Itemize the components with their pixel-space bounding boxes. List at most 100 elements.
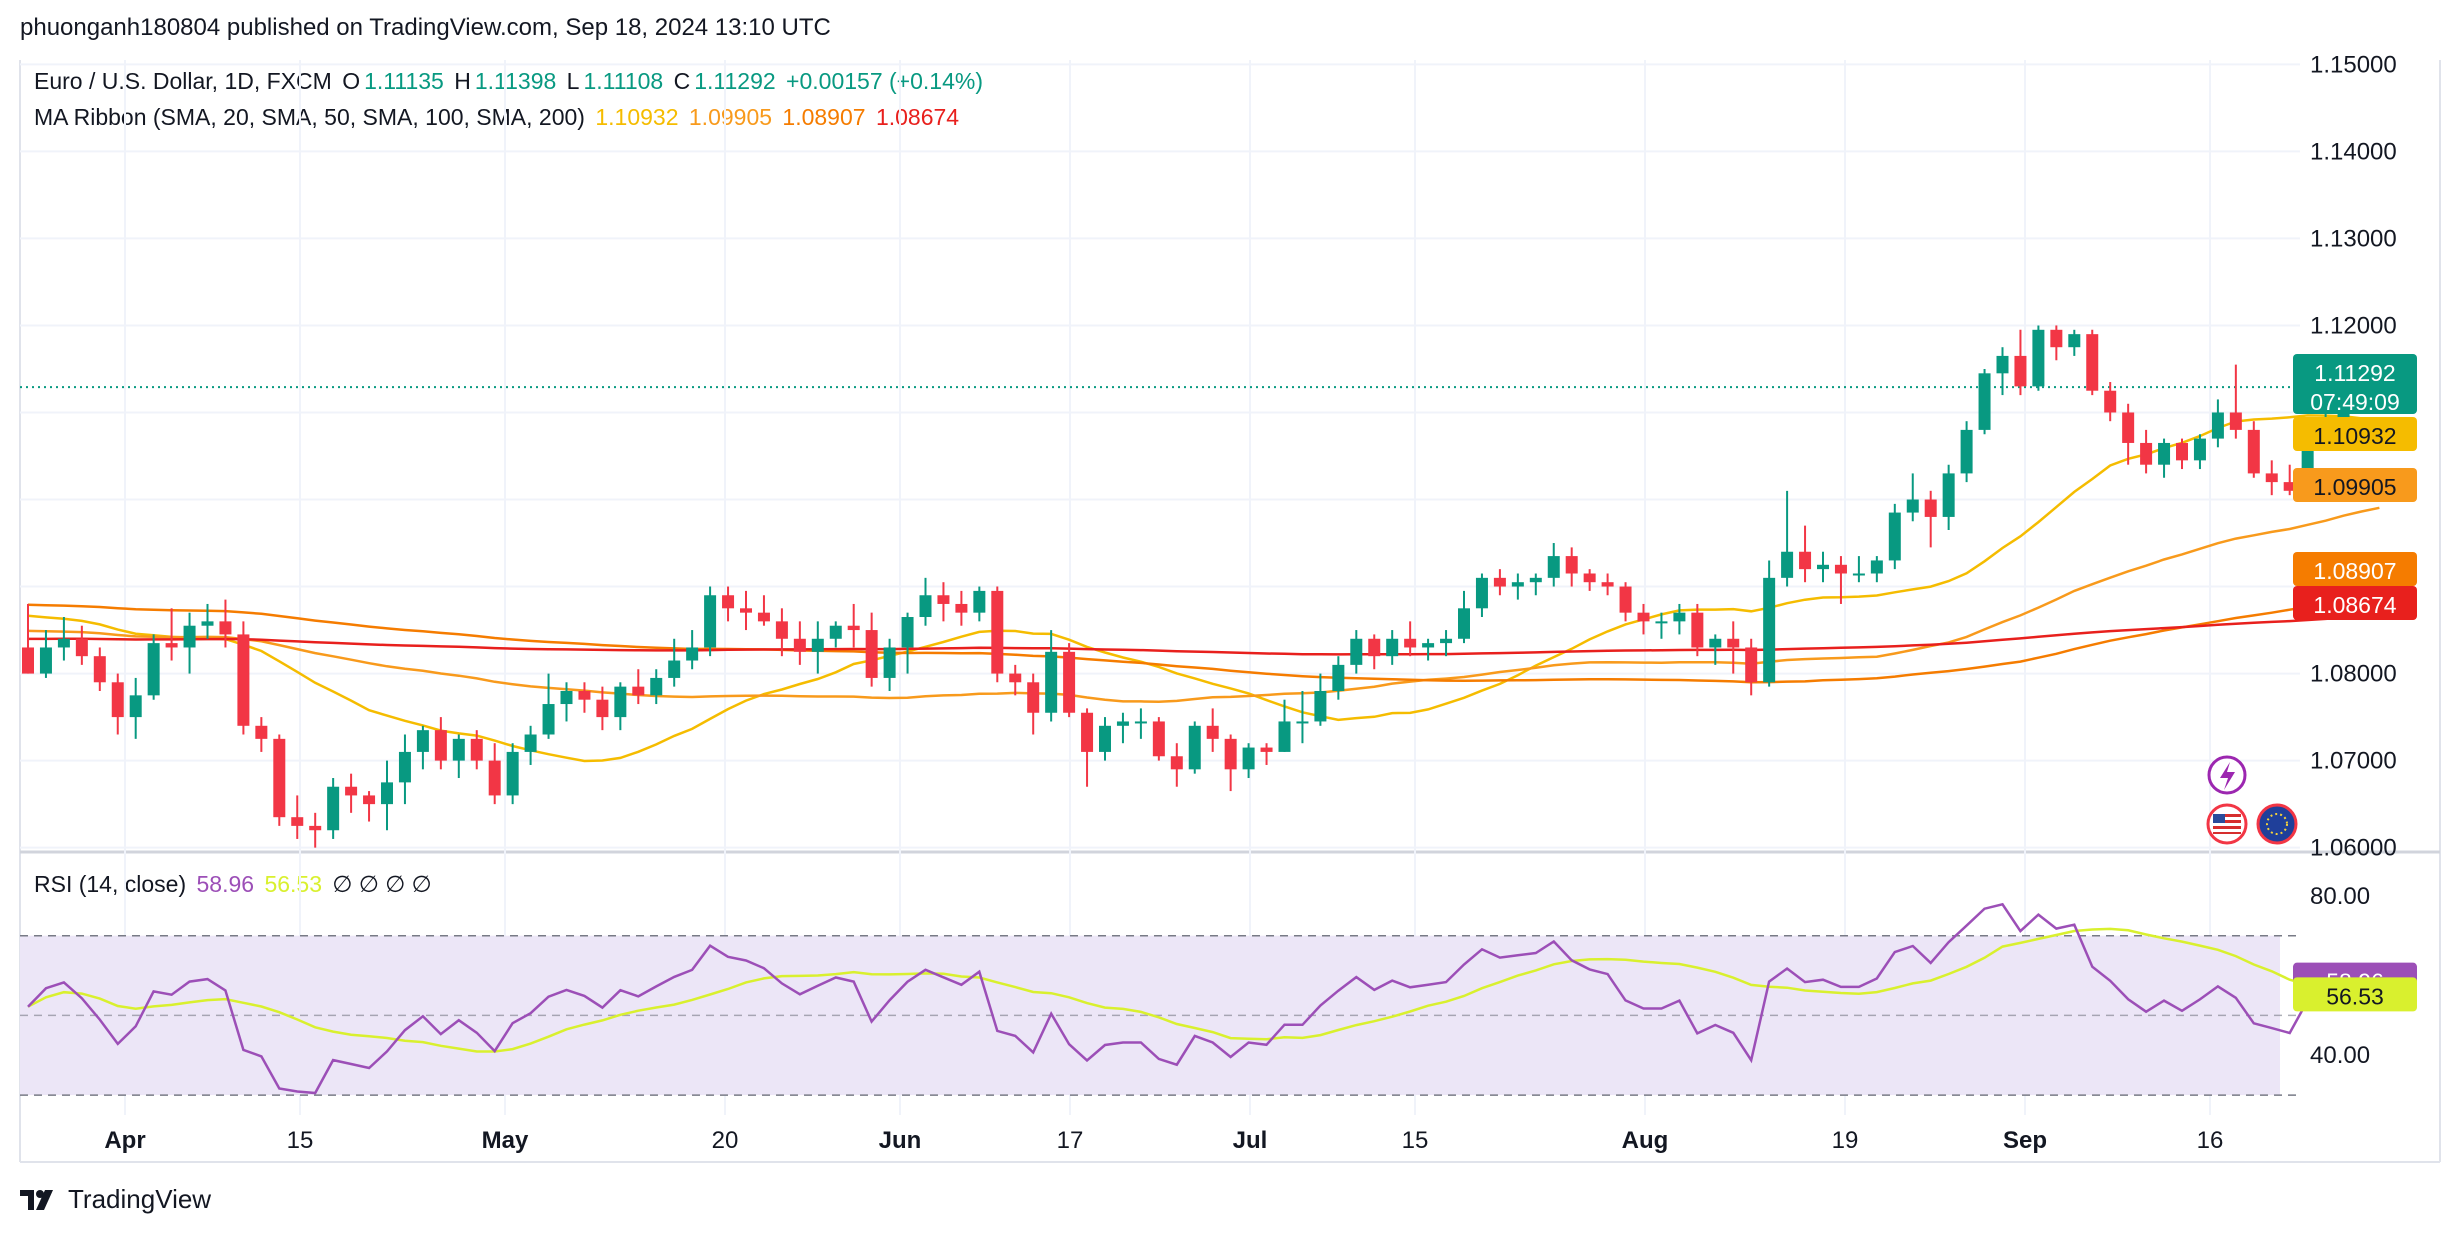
candle-down bbox=[775, 621, 788, 639]
candle-down bbox=[2086, 334, 2099, 391]
time-tick-label: Jul bbox=[1233, 1127, 1268, 1154]
us-flag-icon[interactable] bbox=[2206, 803, 2248, 845]
current-price-tag-text: 07:49:09 bbox=[2310, 389, 2400, 415]
candle-down bbox=[632, 686, 645, 696]
rsi-line bbox=[27, 902, 2380, 1095]
ma200-price-tag-bg bbox=[2293, 586, 2417, 620]
candle-down bbox=[2229, 412, 2242, 430]
time-tick-label: 15 bbox=[287, 1127, 314, 1154]
candle-up bbox=[919, 595, 932, 618]
time-tick-label: May bbox=[482, 1127, 529, 1154]
ma20-price-tag-bg bbox=[2293, 417, 2417, 451]
candle-up bbox=[2032, 329, 2045, 387]
candle-down bbox=[488, 760, 501, 796]
ma20-legend-value: 1.10932 bbox=[595, 104, 679, 130]
ma100-price-tag: 1.08907 bbox=[2293, 552, 2417, 586]
candle-up bbox=[1314, 690, 1327, 722]
candle-down bbox=[2176, 442, 2188, 461]
candle-down bbox=[1799, 551, 1812, 570]
candle-down bbox=[1170, 756, 1183, 770]
candle-up bbox=[1906, 499, 1919, 513]
candle-down bbox=[1583, 573, 1596, 583]
candle-down bbox=[578, 690, 591, 700]
ma100-legend-value: 1.08907 bbox=[782, 104, 866, 130]
ma50-price-tag-bg bbox=[2293, 468, 2417, 502]
candle-up bbox=[1942, 473, 1955, 517]
candle-up bbox=[2068, 334, 2081, 348]
candle-up bbox=[1547, 556, 1560, 578]
low-label: L bbox=[566, 68, 580, 94]
candle-up bbox=[686, 647, 699, 661]
candle-down bbox=[2283, 482, 2296, 491]
candle-up bbox=[57, 638, 70, 648]
candle-down bbox=[273, 738, 286, 818]
rsi-tick-label: 40.00 bbox=[2310, 1042, 2370, 1069]
candle-up bbox=[560, 690, 573, 705]
candle-up bbox=[381, 782, 393, 805]
rsi-ma-value-tag: 56.53 bbox=[2293, 977, 2417, 1012]
ma200-price-tag-text: 1.08674 bbox=[2313, 592, 2396, 618]
eu-flag-icon[interactable] bbox=[2256, 803, 2298, 845]
tradingview-brand[interactable]: TradingView bbox=[20, 1184, 211, 1215]
candle-down bbox=[1206, 725, 1219, 739]
candle-up bbox=[1960, 429, 1973, 474]
rsi-ma-value-tag-text: 56.53 bbox=[2326, 983, 2384, 1009]
high-value: 1.11398 bbox=[474, 68, 557, 94]
candle-up bbox=[811, 638, 824, 652]
ma100-price-tag-text: 1.08907 bbox=[2313, 558, 2396, 584]
candle-down bbox=[255, 725, 268, 739]
candle-down bbox=[1601, 582, 1614, 587]
candle-up bbox=[2211, 412, 2224, 439]
ma50-price-tag-text: 1.09905 bbox=[2313, 474, 2396, 500]
candle-up bbox=[1188, 725, 1201, 770]
candle-up bbox=[1475, 577, 1488, 609]
change-value: +0.00157 (+0.14%) bbox=[786, 68, 983, 94]
candle-up bbox=[183, 625, 196, 648]
rsi-title[interactable]: RSI (14, close) bbox=[34, 871, 187, 897]
candle-down bbox=[2050, 329, 2063, 348]
brand-name: TradingView bbox=[68, 1184, 212, 1214]
candle-down bbox=[722, 595, 735, 609]
ma100-line bbox=[27, 593, 2380, 684]
candle-down bbox=[93, 656, 106, 683]
candle-down bbox=[1619, 586, 1632, 613]
candle-up bbox=[1870, 560, 1883, 574]
candle-up bbox=[1278, 721, 1291, 752]
symbol-title[interactable]: Euro / U.S. Dollar, 1D, FXCM bbox=[34, 68, 332, 94]
candle-down bbox=[596, 699, 609, 718]
candle-up bbox=[524, 734, 537, 752]
candle-down bbox=[865, 630, 878, 678]
close-label: C bbox=[673, 68, 691, 94]
candle-down bbox=[1691, 612, 1704, 648]
candle-up bbox=[829, 625, 842, 639]
price-tick-label: 1.12000 bbox=[2310, 312, 2397, 339]
price-axis[interactable]: 1.15000 1.14000 1.13000 1.12000 1.08000 1.070… bbox=[2310, 51, 2397, 861]
candle-up bbox=[1709, 638, 1722, 648]
candle-down bbox=[1404, 638, 1417, 648]
candle-down bbox=[2265, 473, 2278, 483]
lightning-icon[interactable] bbox=[2207, 755, 2247, 795]
candle-down bbox=[757, 612, 770, 622]
candle-down bbox=[1081, 712, 1094, 752]
candle-up bbox=[1116, 721, 1129, 726]
candle-down bbox=[2014, 355, 2027, 387]
time-tick-label: 17 bbox=[1057, 1127, 1084, 1154]
candle-up bbox=[542, 704, 555, 735]
rsi-axis[interactable]: 80.00 40.00 bbox=[2310, 883, 2370, 1069]
ma20-line bbox=[27, 414, 2380, 763]
candle-down bbox=[237, 634, 250, 726]
candle-down bbox=[955, 603, 968, 613]
time-axis[interactable]: Apr 15 May 20 Jun 17 Jul 15 Aug 19 Sep 16 bbox=[104, 1127, 2223, 1154]
candle-down bbox=[291, 817, 304, 826]
publisher-name[interactable]: phuonganh180804 bbox=[20, 14, 221, 41]
current-price-tag: 1.11292 07:49:09 bbox=[2293, 354, 2417, 415]
candle-up bbox=[1673, 612, 1686, 622]
candle-down bbox=[2247, 429, 2260, 474]
ma100-price-tag-bg bbox=[2293, 552, 2417, 586]
candle-up bbox=[650, 677, 663, 696]
candle-down bbox=[1565, 556, 1578, 574]
price-tick-label: 1.14000 bbox=[2310, 138, 2397, 165]
candle-down bbox=[1152, 721, 1165, 757]
candle-down bbox=[219, 621, 232, 635]
